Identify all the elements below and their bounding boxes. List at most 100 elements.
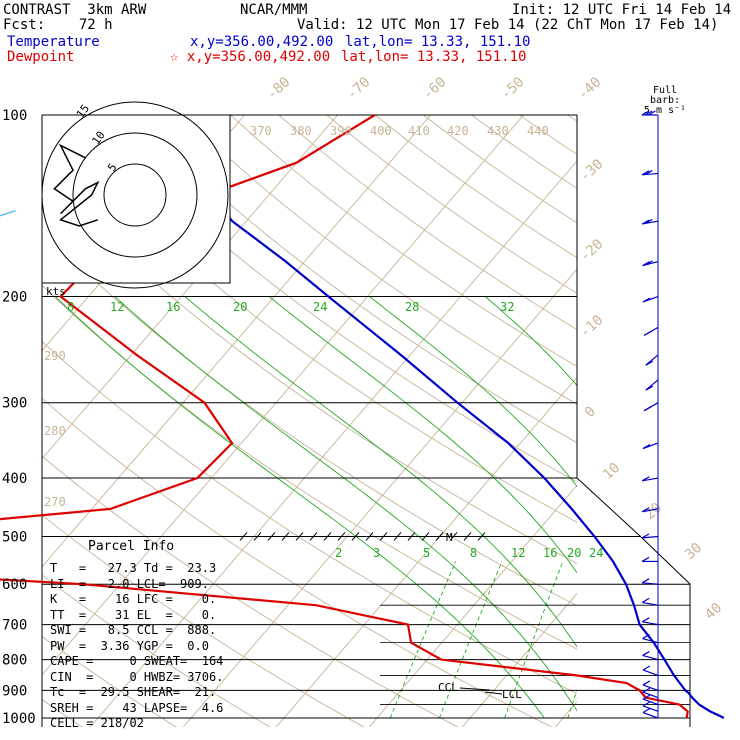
hatch-mark bbox=[351, 532, 360, 541]
isotherm-label: -30 bbox=[577, 156, 607, 185]
hatch-mark bbox=[239, 532, 248, 541]
lcl-label: LCL bbox=[502, 688, 522, 701]
wind-barb-flag bbox=[642, 680, 651, 686]
theta-label: 420 bbox=[447, 124, 469, 138]
institution-label: NCAR/MMM bbox=[240, 2, 308, 18]
wind-barb bbox=[642, 654, 659, 661]
barb-legend: Full barb: 5 m s⁻¹ bbox=[637, 86, 693, 116]
wind-barb bbox=[642, 637, 659, 644]
wind-barb-flag bbox=[641, 556, 650, 562]
theta-label: 430 bbox=[487, 124, 509, 138]
plot-notch-border bbox=[576, 477, 691, 727]
dry-adiabat-line bbox=[42, 514, 365, 727]
hodograph-upper-trace bbox=[0, 209, 16, 217]
hatch-mark bbox=[253, 532, 262, 541]
isotherm-label: -70 bbox=[344, 74, 374, 103]
dry-adiabat-line bbox=[374, 115, 577, 259]
hodograph-ring bbox=[103, 163, 167, 227]
temperature-latlon: lat,lon= 13.33, 151.10 bbox=[345, 34, 531, 50]
parcel-info-row: K = 16 LFC = 0. bbox=[50, 592, 217, 606]
wind-barb-flag bbox=[644, 110, 653, 116]
mixing-ratio-line bbox=[700, 561, 740, 718]
temperature-xy: x,y=356.00,492.00 bbox=[190, 34, 334, 50]
isotherm-label: -80 bbox=[264, 74, 294, 103]
isotherm-label: -60 bbox=[420, 74, 450, 103]
pressure-label: 400 bbox=[2, 471, 27, 487]
pressure-label: 500 bbox=[2, 529, 27, 545]
chart-grid bbox=[41, 57, 740, 731]
theta-label: 410 bbox=[408, 124, 430, 138]
parcel-info-row: LI = 2.0 LCL= 909. bbox=[50, 576, 209, 591]
wind-barb-flag bbox=[641, 170, 650, 176]
dry-adiabat-line bbox=[42, 118, 577, 523]
wind-barb-flag bbox=[645, 218, 653, 224]
pressure-label: 100 bbox=[2, 108, 27, 124]
hodograph-ring bbox=[41, 101, 229, 289]
theta-label: 270 bbox=[44, 495, 66, 509]
wind-barb-flag bbox=[641, 597, 650, 603]
mixing-ratio-label: 5 bbox=[423, 546, 430, 560]
wind-barb bbox=[642, 691, 659, 699]
wind-barb bbox=[642, 220, 659, 225]
isotherm-label: -10 bbox=[577, 312, 607, 341]
wind-barb-flag bbox=[643, 330, 652, 336]
isotherm-label: 30 bbox=[682, 540, 705, 563]
lcl-tick bbox=[484, 691, 503, 695]
hatch-mark bbox=[449, 532, 458, 541]
parcel-info-row: CAPE = 0 SWEAT= 164 bbox=[50, 654, 224, 668]
hatch-mark bbox=[295, 532, 304, 541]
wind-barbs bbox=[641, 110, 659, 719]
mixing-ratio-label: 2 bbox=[335, 546, 342, 560]
wind-barb bbox=[642, 684, 659, 691]
dry-adiabat-line bbox=[42, 397, 553, 727]
sounding-curves bbox=[0, 114, 725, 719]
mixing-ratio-line bbox=[567, 688, 577, 719]
valid-time: Valid: 12 UTC Mon 17 Feb 14 (22 ChT Mon … bbox=[297, 17, 719, 33]
isotherm-label: -50 bbox=[498, 74, 528, 103]
theta-label: 390 bbox=[330, 124, 352, 138]
wind-barb-flag bbox=[642, 708, 651, 714]
isotherm-line bbox=[461, 592, 577, 727]
hodograph-ring-label: 15 bbox=[74, 102, 92, 120]
hodograph-ring bbox=[72, 132, 198, 258]
parcel-info-row: T = 27.3 Td = 23.3 bbox=[50, 561, 217, 575]
mixing-ratio-label: 20 bbox=[567, 546, 581, 560]
dry-adiabat-line bbox=[664, 115, 740, 731]
wind-barb bbox=[642, 508, 659, 513]
hatch-mark bbox=[267, 532, 276, 541]
mixing-ratio-line bbox=[438, 561, 503, 719]
wind-barb bbox=[642, 705, 659, 712]
dry-adiabat-line bbox=[712, 115, 740, 731]
moist-adiabat-line bbox=[484, 296, 577, 387]
isotherm-label: 40 bbox=[702, 600, 725, 623]
moist-adiabat-line bbox=[604, 297, 740, 719]
model-title: CONTRAST 3km ARW bbox=[3, 2, 147, 18]
wind-barb bbox=[642, 582, 659, 585]
wind-barb-flag bbox=[642, 701, 651, 707]
isotherm-line bbox=[645, 57, 740, 731]
wind-barb-flag bbox=[641, 476, 650, 482]
pressure-label: 300 bbox=[2, 396, 27, 412]
wind-barb-flag bbox=[642, 633, 650, 640]
hodograph-units: kts bbox=[46, 285, 66, 298]
mixing-ratio-line bbox=[389, 561, 457, 719]
wind-barb-flag bbox=[641, 533, 650, 539]
moist-adiabat-label: 12 bbox=[110, 300, 124, 314]
wind-barb-flag bbox=[642, 444, 651, 450]
hatch-mark bbox=[365, 532, 374, 541]
moist-adiabat-label: 16 bbox=[166, 300, 180, 314]
pressure-label: 800 bbox=[2, 653, 27, 669]
wind-barb-flag bbox=[648, 110, 656, 116]
theta-label: 290 bbox=[44, 349, 66, 363]
pressure-label: 900 bbox=[2, 683, 27, 699]
moist-adiabat-label: 32 bbox=[500, 300, 514, 314]
hatch-mark bbox=[323, 532, 332, 541]
pressure-label: 700 bbox=[2, 618, 27, 634]
mixing-ratio-label: 3 bbox=[373, 546, 380, 560]
hodograph-ring-label: 10 bbox=[90, 129, 108, 147]
dry-adiabat-line bbox=[567, 115, 577, 122]
moist-adiabat-label: 8 bbox=[67, 300, 74, 314]
isotherm-line bbox=[42, 115, 525, 676]
temperature-legend-label: Temperature bbox=[7, 34, 100, 50]
